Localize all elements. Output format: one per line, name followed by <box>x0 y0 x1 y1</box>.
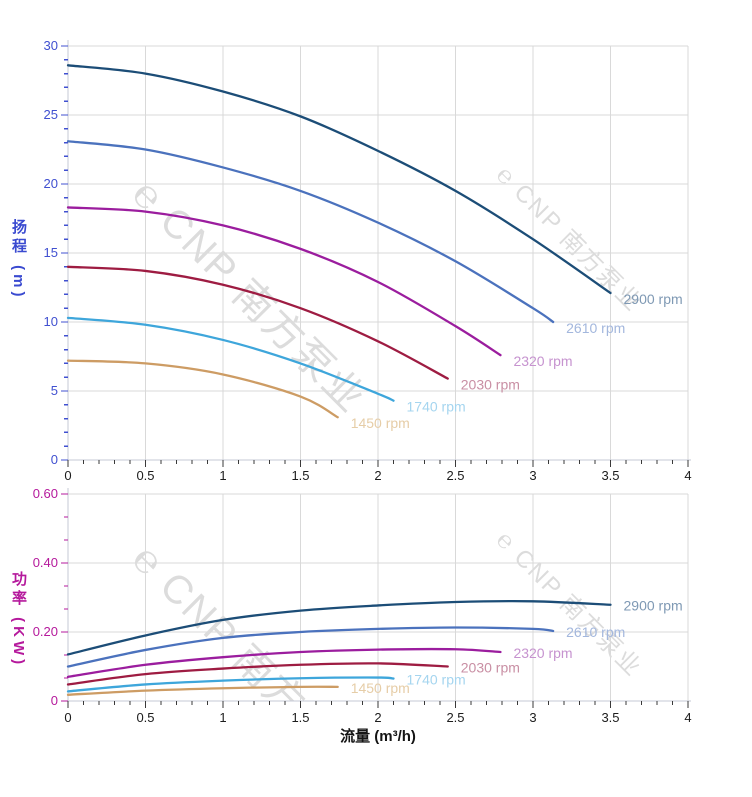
watermark: ℮ CNP 南方泵业 <box>124 536 374 786</box>
y-ticks <box>61 493 68 702</box>
x-tick-label: 2 <box>374 468 381 483</box>
curve-2030-rpm <box>66 662 449 686</box>
y-tick-label: 0 <box>51 452 58 467</box>
watermark: ℮ CNP 南方泵业 <box>124 171 374 421</box>
x-tick-label: 3.5 <box>601 468 619 483</box>
rpm-label-2320-rpm: 2320 rpm <box>513 353 572 369</box>
curve-1450-rpm <box>66 359 339 419</box>
x-tick-label: 1.5 <box>291 468 309 483</box>
axes <box>67 40 691 461</box>
flow-axis-title: 流量 (m³/h) <box>340 728 416 745</box>
rpm-label-2030-rpm: 2030 rpm <box>461 377 520 393</box>
rpm-label-2900-rpm: 2900 rpm <box>624 598 683 614</box>
head-axis-title: 扬程 (m) <box>10 219 27 301</box>
grid <box>68 493 689 701</box>
x-tick-label: 0.5 <box>136 710 154 725</box>
power-axis-title: 功率 (KW) <box>10 571 27 669</box>
curve-2610-rpm <box>66 626 555 668</box>
curve-1740-rpm <box>66 676 395 693</box>
watermark-layer: ℮ CNP 南方泵业 ℮ CNP 南方泵业 <box>124 161 647 421</box>
grid <box>68 45 689 460</box>
rpm-label-2320-rpm: 2320 rpm <box>513 645 572 661</box>
y-tick-label: 20 <box>44 176 58 191</box>
x-tick-label: 0 <box>64 468 71 483</box>
curve-2030-rpm <box>66 265 449 380</box>
x-tick-label: 1 <box>219 710 226 725</box>
chart-head-curves: ℮ CNP 南方泵业 ℮ CNP 南方泵业 0 5 10 15 20 25 30 0 0.5 1 1.5… <box>44 38 692 483</box>
curve-2900-rpm <box>66 599 612 656</box>
y-tick-label: 30 <box>44 38 58 53</box>
x-tick-label: 4 <box>684 710 691 725</box>
rpm-label-1450-rpm: 1450 rpm <box>351 680 410 696</box>
x-tick-label: 2.5 <box>446 468 464 483</box>
rpm-label-1740-rpm: 1740 rpm <box>407 672 466 688</box>
curve-1740-rpm <box>66 316 395 402</box>
curve-2900-rpm <box>66 64 612 295</box>
x-tick-label: 3 <box>529 710 536 725</box>
rpm-label-1740-rpm: 1740 rpm <box>407 399 466 415</box>
curve-2610-rpm <box>66 140 555 324</box>
curve-2320-rpm <box>66 206 502 357</box>
y-tick-label: 10 <box>44 314 58 329</box>
x-tick-label: 0 <box>64 710 71 725</box>
y-tick-label: 0.60 <box>33 486 58 501</box>
rpm-label-2610-rpm: 2610 rpm <box>566 320 625 336</box>
y-ticks <box>61 45 68 461</box>
rpm-label-2900-rpm: 2900 rpm <box>624 291 683 307</box>
y-tick-label: 25 <box>44 107 58 122</box>
x-tick-label: 3 <box>529 468 536 483</box>
x-ticks <box>67 460 689 467</box>
y-tick-label: 15 <box>44 245 58 260</box>
x-tick-label: 1 <box>219 468 226 483</box>
y-tick-label: 5 <box>51 383 58 398</box>
rpm-label-2030-rpm: 2030 rpm <box>461 660 520 676</box>
x-tick-label: 0.5 <box>136 468 154 483</box>
x-tick-label: 2 <box>374 710 381 725</box>
y-tick-label: 0.20 <box>33 624 58 639</box>
rpm-label-1450-rpm: 1450 rpm <box>351 415 410 431</box>
x-tick-label: 3.5 <box>601 710 619 725</box>
x-tick-label: 2.5 <box>446 710 464 725</box>
y-tick-label: 0 <box>51 693 58 708</box>
curve-2320-rpm <box>66 647 502 678</box>
x-tick-label: 1.5 <box>291 710 309 725</box>
y-tick-label: 0.40 <box>33 555 58 570</box>
rpm-label-2610-rpm: 2610 rpm <box>566 624 625 640</box>
x-ticks <box>67 701 689 708</box>
x-tick-label: 4 <box>684 468 691 483</box>
curve-1450-rpm <box>66 685 339 696</box>
